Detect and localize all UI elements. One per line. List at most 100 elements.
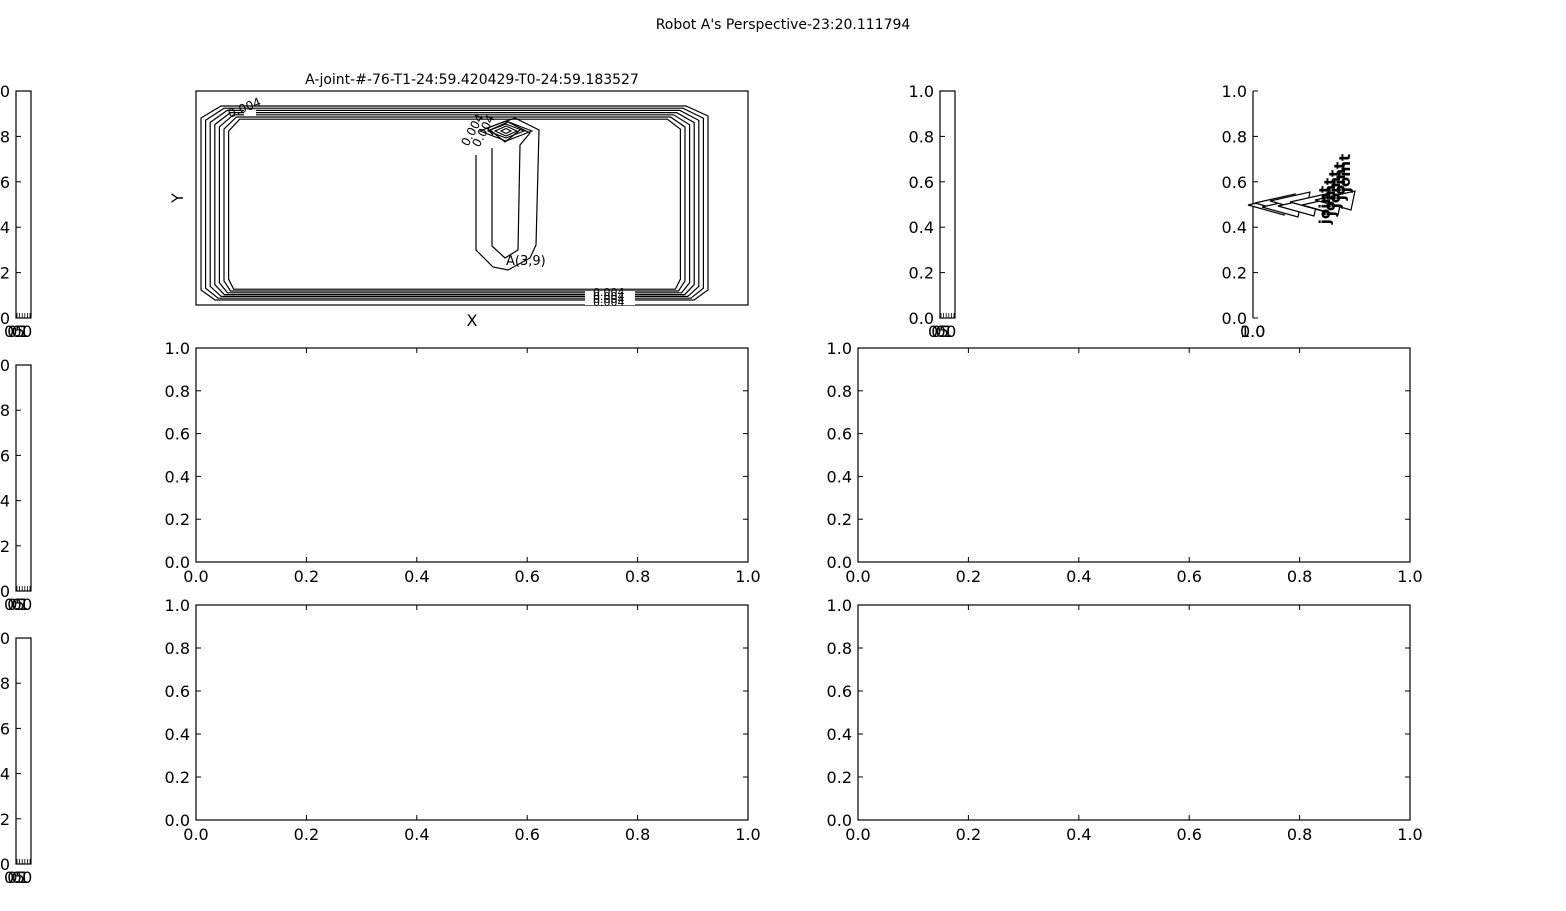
contour-peak-ring xyxy=(493,125,519,137)
bottom-right-ytick-label: 0.2 xyxy=(827,768,852,787)
joint-label: joint xyxy=(1326,170,1344,209)
contour-level-label: 0.004 xyxy=(593,296,625,309)
bottom-left-ytick-label: 0.4 xyxy=(165,725,190,744)
left-strip-2-xtick-label: 0.00.51.0 xyxy=(4,595,32,614)
contour-peak-ring xyxy=(486,123,526,139)
bottom-right-frame xyxy=(857,604,1411,821)
bottom-left-ytick-label: 0.8 xyxy=(165,639,190,658)
contour-peak-ring xyxy=(499,127,513,135)
bottom-right-xtick-label: 0.4 xyxy=(1066,825,1091,844)
contour-level-line xyxy=(218,114,691,294)
bottom-left-xtick-label: 0.8 xyxy=(625,825,650,844)
narrow-right-ytick-label: 0.4 xyxy=(909,218,934,237)
joint-label: joint xyxy=(1331,162,1349,201)
mid-right-ytick-label: 0.2 xyxy=(827,510,852,529)
mid-right-ytick-label: 0.6 xyxy=(827,425,852,444)
mid-right-xtick-label: 0.2 xyxy=(956,567,981,586)
left-strip-1-ytick-label: 0.4 xyxy=(0,218,10,237)
left-strip-2-frame xyxy=(15,364,32,592)
contour-title: A-joint-#-76-T1-24:59.420429-T0-24:59.18… xyxy=(305,72,639,88)
bottom-left-ytick-label: 0.0 xyxy=(165,811,190,830)
joint-labels-ytick-label: 1.0 xyxy=(1222,82,1247,101)
left-strip-1-ytick-label: 0.0 xyxy=(0,309,10,328)
left-strip-2-ytick-label: 0.4 xyxy=(0,492,10,511)
left-strip-1-ytick-label: 0.2 xyxy=(0,264,10,283)
mid-left-xtick-label: 0.8 xyxy=(625,567,650,586)
bottom-right-ytick-label: 0.8 xyxy=(827,639,852,658)
mid-right-xtick-label: 1.0 xyxy=(1397,567,1422,586)
contour-level-line xyxy=(214,112,695,296)
bottom-right-xtick-label: 0.8 xyxy=(1287,825,1312,844)
contour-level-line xyxy=(209,109,700,297)
left-strip-2-ytick-label: 0.8 xyxy=(0,401,10,420)
left-strip-1-frame xyxy=(15,90,32,319)
left-strip-2-ytick-label: 0.0 xyxy=(0,582,10,601)
mid-left-ytick-label: 0.4 xyxy=(165,467,190,486)
left-strip-3-ytick-label: 0.4 xyxy=(0,765,10,784)
contour-level-line xyxy=(228,118,681,290)
mid-left-ytick-label: 0.0 xyxy=(165,553,190,572)
joint-labels-xtick-label: 0.0 xyxy=(1240,322,1265,341)
left-strip-3-xtick-label: 0.00.51.0 xyxy=(4,868,32,887)
mid-right-xtick-label: 0.6 xyxy=(1176,567,1201,586)
figure-suptitle: Robot A's Perspective-23:20.111794 xyxy=(656,17,911,33)
mid-right-frame xyxy=(857,347,1411,563)
mid-right-ytick-label: 0.8 xyxy=(827,382,852,401)
narrow-right-ytick-label: 0.8 xyxy=(909,127,934,146)
left-strip-3-ytick-label: 1.0 xyxy=(0,629,10,648)
contour-annotation: A(3,9) xyxy=(506,254,546,269)
contour-level-label: 0.004 xyxy=(593,293,625,306)
mid-right-xtick-label: 0.0 xyxy=(845,567,870,586)
bottom-right-xtick-label: 1.0 xyxy=(1397,825,1422,844)
mid-right-ytick-label: 0.4 xyxy=(827,467,852,486)
mid-right-ytick-label: 0.0 xyxy=(827,553,852,572)
bottom-left-xtick-label: 0.0 xyxy=(183,825,208,844)
joint-labels-xtick-label: 1.0 xyxy=(1240,322,1265,341)
joint-label: joint xyxy=(1321,178,1339,217)
left-strip-1-xtick-label: 0.00.51.0 xyxy=(4,322,32,341)
joint-labels-ytick-label: 0.6 xyxy=(1222,173,1247,192)
joint-labels-ytick-label: 0.8 xyxy=(1222,127,1247,146)
narrow-right-ytick-label: 0.6 xyxy=(909,173,934,192)
joint-labels-ytick-label: 0.0 xyxy=(1222,309,1247,328)
contour-label-gap xyxy=(244,110,256,116)
left-strip-1-ytick-label: 0.6 xyxy=(0,173,10,192)
bottom-left-frame xyxy=(195,604,749,821)
mid-left-xtick-label: 0.0 xyxy=(183,567,208,586)
mid-right-xtick-label: 0.8 xyxy=(1287,567,1312,586)
mid-left-ytick-label: 1.0 xyxy=(165,339,190,358)
mid-right-ytick-label: 1.0 xyxy=(827,339,852,358)
bottom-right-xtick-label: 0.0 xyxy=(845,825,870,844)
bottom-left-xtick-label: 0.4 xyxy=(404,825,429,844)
contour-level-line xyxy=(223,116,686,292)
contour-label-gap xyxy=(585,291,635,305)
contour-peak-ring xyxy=(478,120,534,142)
contour-level-label: 0.004 xyxy=(593,286,625,299)
left-strip-3-ytick-label: 0.8 xyxy=(0,674,10,693)
left-strip-3-frame xyxy=(15,637,32,865)
narrow-right-ytick-label: 0.2 xyxy=(909,264,934,283)
bottom-right-ytick-label: 0.6 xyxy=(827,682,852,701)
left-strip-2-ytick-label: 0.6 xyxy=(0,446,10,465)
mid-left-ytick-label: 0.6 xyxy=(165,425,190,444)
contour-xlabel: X xyxy=(467,311,478,330)
mid-left-xtick-label: 0.4 xyxy=(404,567,429,586)
bottom-left-xtick-label: 0.2 xyxy=(294,825,319,844)
bottom-left-xtick-label: 1.0 xyxy=(735,825,760,844)
mid-left-ytick-label: 0.2 xyxy=(165,510,190,529)
contour-ylabel: Y xyxy=(168,193,187,204)
bottom-left-ytick-label: 0.2 xyxy=(165,768,190,787)
bottom-left-ytick-label: 1.0 xyxy=(165,596,190,615)
contour-level-line xyxy=(488,121,531,259)
narrow-right-ytick-label: 0.0 xyxy=(909,309,934,328)
bottom-right-ytick-label: 0.4 xyxy=(827,725,852,744)
bottom-right-ytick-label: 1.0 xyxy=(827,596,852,615)
left-strip-2-ytick-label: 1.0 xyxy=(0,356,10,375)
left-strip-1-ytick-label: 0.8 xyxy=(0,127,10,146)
left-strip-3-ytick-label: 0.0 xyxy=(0,855,10,874)
bottom-left-xtick-label: 0.6 xyxy=(514,825,539,844)
left-strip-3-ytick-label: 0.2 xyxy=(0,810,10,829)
joint-labels-ytick-label: 0.2 xyxy=(1222,264,1247,283)
